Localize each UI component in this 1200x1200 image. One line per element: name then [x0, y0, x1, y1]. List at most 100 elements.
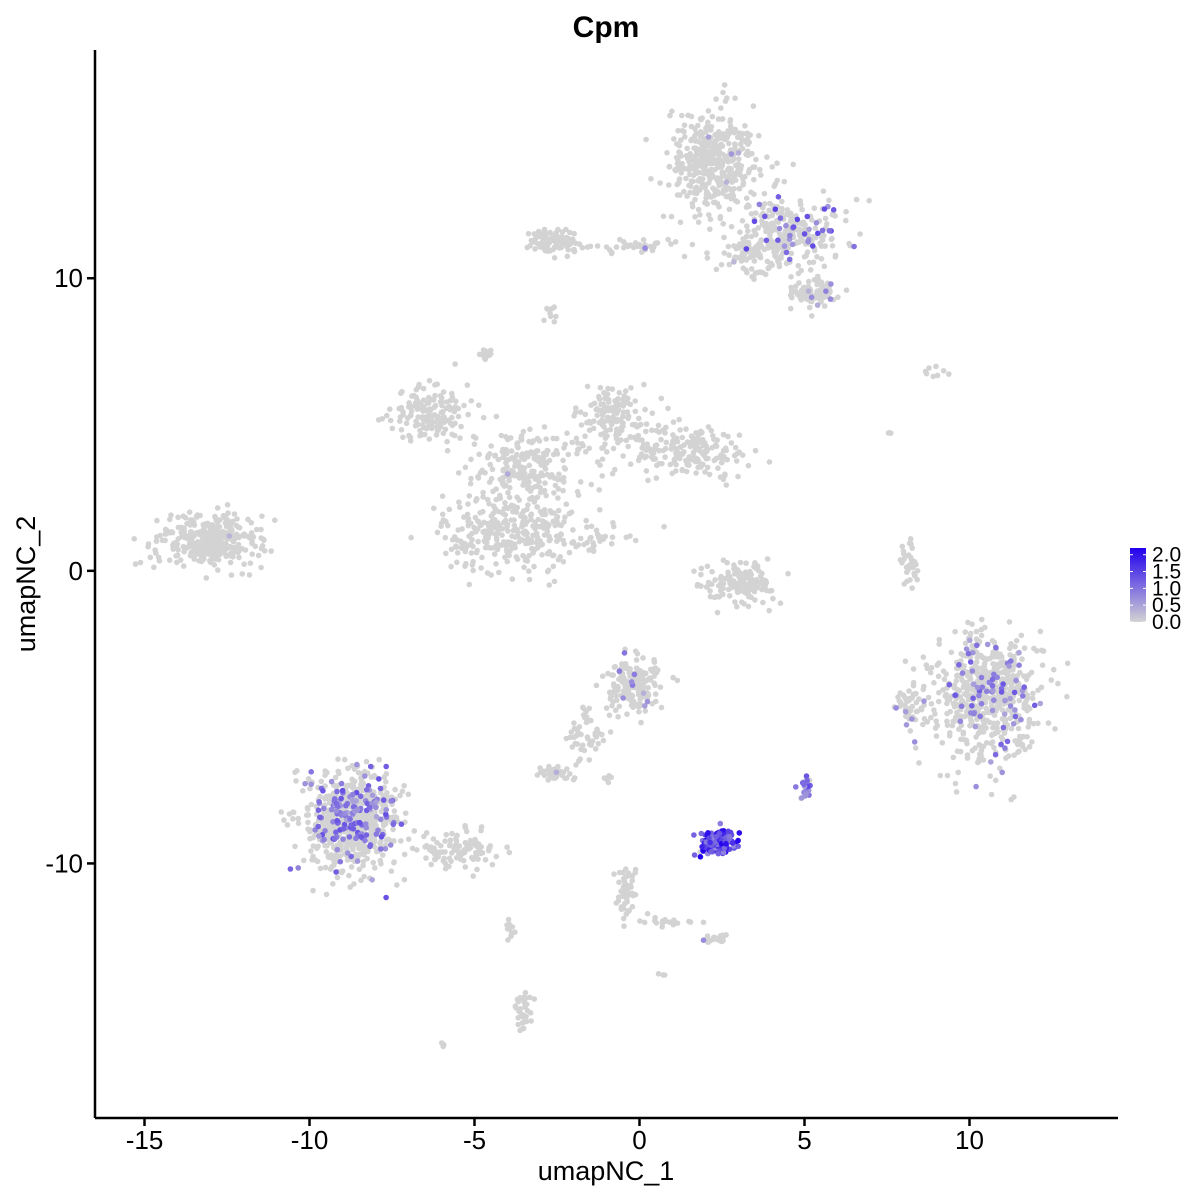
cell-point: [465, 516, 472, 522]
cell-point: [921, 683, 927, 690]
cell-point: [1015, 725, 1022, 732]
cell-point: [466, 533, 472, 539]
cell-point: [391, 808, 398, 814]
cell-point: [449, 537, 456, 543]
cell-point: [1018, 632, 1025, 639]
cell-point: [356, 819, 363, 826]
cell-point: [231, 511, 238, 517]
cell-point: [394, 882, 400, 888]
cell-point: [733, 458, 740, 464]
cell-point: [132, 561, 139, 567]
cell-point: [940, 368, 947, 374]
cell-point: [640, 690, 647, 696]
cell-point: [826, 228, 833, 234]
cell-point: [648, 176, 654, 182]
cell-point: [902, 708, 909, 715]
cell-point: [528, 516, 534, 523]
cell-point: [416, 381, 422, 388]
cell-point: [511, 522, 518, 529]
cell-point: [504, 450, 510, 457]
cell-point: [333, 808, 340, 814]
cell-point: [1022, 746, 1028, 753]
cell-point: [360, 862, 366, 869]
cell-point: [814, 302, 821, 308]
cell-point: [724, 135, 730, 141]
cell-point: [377, 785, 384, 792]
cell-point: [735, 161, 742, 167]
cell-point: [651, 657, 657, 663]
cell-point: [987, 773, 993, 779]
cell-point: [295, 815, 302, 822]
cell-point: [537, 508, 544, 515]
cell-point: [475, 518, 481, 524]
cell-point: [353, 835, 359, 842]
cell-point: [563, 775, 570, 781]
cell-point: [909, 703, 916, 710]
cell-point: [517, 466, 524, 472]
cell-point: [742, 584, 748, 590]
cell-point: [569, 540, 575, 546]
cell-point: [507, 548, 513, 554]
cell-point: [904, 578, 910, 585]
cell-point: [652, 914, 658, 921]
cell-point: [574, 440, 581, 446]
cell-point: [599, 412, 606, 418]
cell-point: [935, 673, 942, 680]
cell-point: [787, 232, 793, 239]
cell-point: [502, 517, 509, 524]
cell-point: [555, 507, 562, 514]
cell-point: [572, 409, 579, 416]
cell-point: [742, 573, 748, 580]
cell-point: [636, 709, 642, 715]
cell-point: [493, 413, 500, 420]
cell-point: [322, 842, 328, 849]
cell-point: [428, 425, 435, 432]
cell-point: [621, 882, 628, 889]
cell-point: [679, 467, 686, 474]
cell-point: [963, 692, 970, 698]
cell-point: [1020, 693, 1026, 699]
cell-point: [906, 695, 913, 702]
cell-point: [582, 449, 589, 455]
cell-point: [1024, 704, 1031, 711]
cell-point: [705, 148, 711, 154]
cell-point: [683, 175, 689, 182]
cell-point: [715, 937, 721, 943]
cell-point: [633, 657, 640, 663]
cell-point: [670, 419, 677, 425]
cell-point: [826, 197, 832, 204]
cell-point: [696, 458, 702, 465]
cell-point: [512, 1003, 519, 1009]
cell-point: [534, 448, 541, 454]
cell-point: [922, 368, 929, 375]
cell-point: [595, 740, 602, 747]
cell-point: [552, 231, 558, 238]
cell-point: [310, 843, 317, 849]
cell-point: [462, 464, 469, 471]
cell-point: [576, 724, 583, 730]
cell-point: [309, 857, 315, 863]
cell-point: [484, 496, 491, 503]
cell-point: [734, 199, 741, 205]
cell-point: [726, 165, 732, 172]
cell-point: [367, 843, 373, 850]
cell-point: [907, 563, 913, 570]
cell-point: [481, 538, 488, 544]
cell-point: [659, 920, 666, 927]
cell-point: [1013, 637, 1020, 644]
cell-point: [697, 133, 704, 140]
cell-point: [949, 722, 956, 729]
cell-point: [625, 688, 631, 695]
cell-point: [946, 371, 952, 377]
cell-point: [1008, 796, 1014, 803]
cell-point: [560, 558, 567, 565]
cell-point: [284, 822, 291, 828]
cell-point: [907, 540, 914, 546]
cell-point: [931, 680, 937, 686]
cell-point: [688, 136, 695, 143]
cell-point: [411, 392, 417, 399]
cell-point: [649, 427, 655, 434]
cell-point: [998, 659, 1004, 666]
cell-point: [1007, 703, 1014, 709]
cell-point: [423, 855, 429, 861]
